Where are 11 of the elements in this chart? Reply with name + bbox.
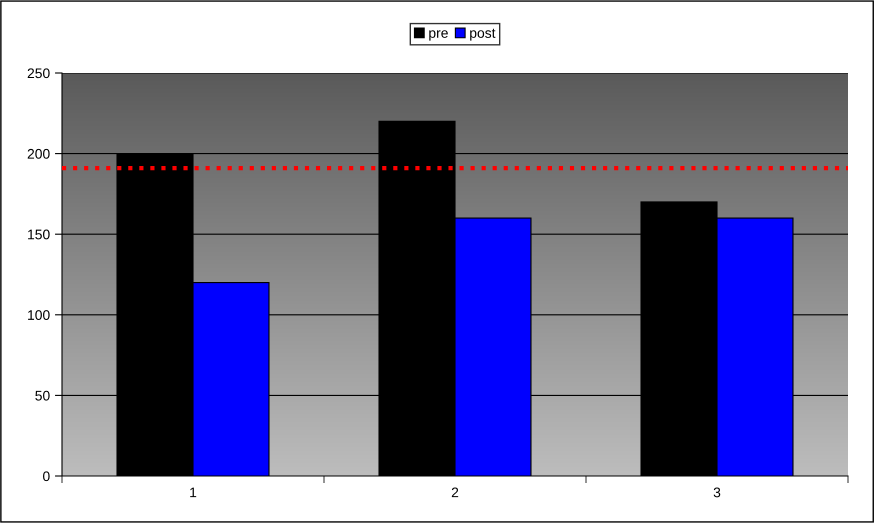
x-tick-label: 2 [452, 487, 458, 498]
x-tick-label: 1 [190, 488, 196, 498]
y-tick-label: 150 [28, 230, 50, 240]
legend-label: post [470, 28, 496, 41]
y-tick-label: 250 [28, 68, 50, 78]
y-tick-label: 100 [28, 310, 50, 320]
legend-label: pre [429, 30, 448, 41]
y-tick-label: 200 [28, 148, 50, 159]
x-tick-label: 3 [714, 487, 720, 498]
y-tick-label: 50 [35, 390, 50, 401]
y-tick-label: 0 [43, 471, 50, 482]
